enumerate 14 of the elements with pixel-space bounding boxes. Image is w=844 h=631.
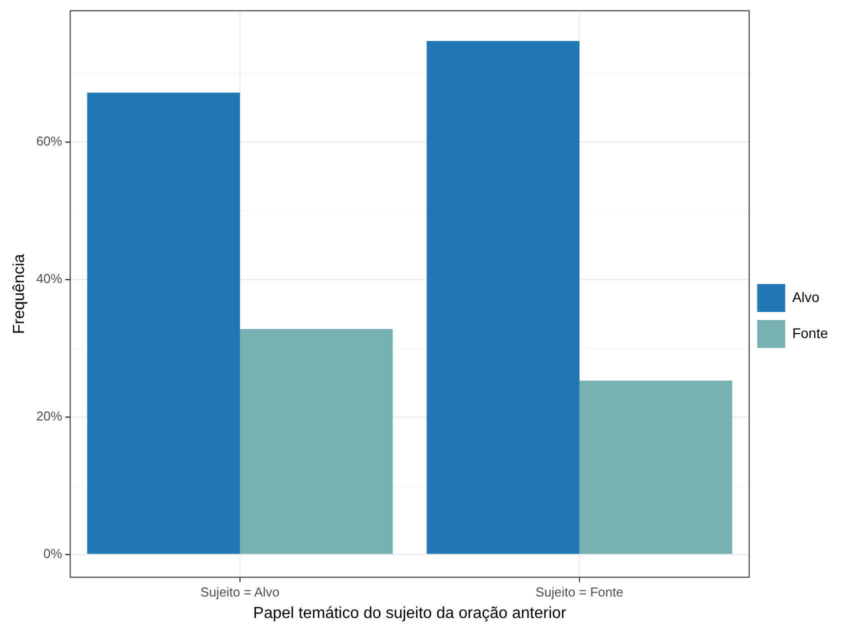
bar xyxy=(579,380,732,554)
x-tick-label: Sujeito = Fonte xyxy=(536,584,624,600)
y-axis-title: Frequência xyxy=(11,254,28,334)
bar xyxy=(426,41,580,554)
legend-label: Alvo xyxy=(792,288,820,305)
x-axis-title: Papel temático do sujeito da oração anterior xyxy=(253,604,567,622)
y-tick-label: 0% xyxy=(43,546,63,562)
y-tick-label: 20% xyxy=(36,408,63,424)
x-tick-label: Sujeito = Alvo xyxy=(200,584,280,600)
y-tick-label: 60% xyxy=(36,134,63,149)
legend-label: Fonte xyxy=(792,324,828,341)
bar xyxy=(87,92,240,554)
bar xyxy=(240,329,393,554)
y-tick-label: 40% xyxy=(36,271,63,286)
